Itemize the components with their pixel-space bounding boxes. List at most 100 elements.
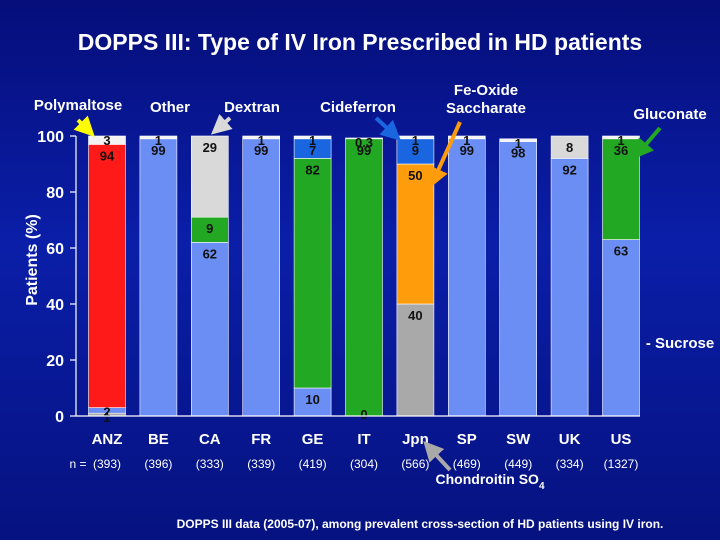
legend-label-chondroitin-subscript: 4	[539, 481, 545, 492]
bar-value-label-us-gluconate: 36	[614, 143, 628, 158]
n-label-us: (1327)	[604, 457, 639, 471]
x-tick-label-ca: CA	[199, 431, 221, 448]
bar-value-label-be-other: 1	[155, 133, 162, 148]
bar-segment-it-gluconate	[345, 138, 383, 417]
bar-value-label-jpn-cideferron: 9	[412, 143, 419, 158]
bar-segment-fr-sucrose	[242, 138, 280, 417]
bar-segment-ge-gluconate	[293, 158, 332, 389]
bar-value-label-sw-other: 1	[515, 136, 522, 151]
bar-value-label-sw-sucrose: 98	[511, 146, 525, 161]
bar-segment-anz-other	[88, 135, 126, 145]
bar-segment-uk-dextran	[550, 135, 589, 159]
legend-arrow-gluconate	[633, 126, 662, 160]
legend-arrow-polymaltose	[73, 115, 95, 137]
legend-label-other: Other	[150, 99, 190, 116]
y-tick-label-0: 0	[55, 409, 64, 426]
bar-value-label-ge-gluconate: 82	[305, 162, 319, 177]
legend-arrow-cideferron	[374, 116, 401, 141]
x-tick-label-sw: SW	[506, 431, 531, 448]
x-tick-label-it: IT	[357, 431, 370, 448]
bar-segment-anz-polymaltose	[88, 144, 126, 408]
bar-value-label-ge-other: 1	[309, 133, 316, 148]
bar-segment-ge-other	[293, 135, 332, 140]
legend-label-sucrose: - Sucrose	[646, 335, 714, 352]
bar-segment-be-sucrose	[139, 138, 178, 417]
bar-segment-sp-sucrose	[447, 138, 486, 417]
bar-value-label-jpn-other: 1	[412, 133, 419, 148]
y-tick-label-80: 80	[46, 185, 64, 202]
n-label-ca: (333)	[196, 457, 224, 471]
n-label-uk: (334)	[556, 457, 584, 471]
bar-value-label-sp-other: 1	[463, 133, 470, 148]
bar-segment-sp-other	[447, 135, 486, 140]
bar-value-label-anz-chondroitin-so4: 1	[103, 410, 110, 425]
bar-value-label-us-sucrose: 63	[614, 244, 628, 259]
n-label-it: (304)	[350, 457, 378, 471]
bar-segment-fr-other	[242, 135, 280, 140]
y-tick-label-100: 100	[37, 129, 64, 146]
bar-value-label-fr-sucrose: 99	[254, 143, 268, 158]
bar-value-label-ge-sucrose: 10	[305, 392, 319, 407]
n-label-anz: (393)	[93, 457, 121, 471]
bar-value-label-ge-cideferron: 7	[309, 143, 316, 158]
bar-value-label-it-other: 0.3	[355, 135, 373, 150]
bar-value-label-anz-polymaltose: 94	[100, 148, 115, 163]
x-tick-label-anz: ANZ	[92, 431, 123, 448]
bar-segment-jpn-chondroitin-so4	[396, 303, 435, 417]
bar-segment-us-sucrose	[602, 239, 640, 417]
n-label-jpn: (566)	[401, 457, 429, 471]
bar-value-label-ca-dextran: 29	[203, 140, 217, 155]
x-tick-label-jpn: Jpn	[402, 431, 429, 448]
bar-value-label-us-other: 1	[617, 133, 624, 148]
legend-label-gluconate: Gluconate	[633, 106, 706, 123]
y-tick-label-20: 20	[46, 353, 64, 370]
bar-value-label-be-sucrose: 99	[151, 143, 165, 158]
n-prefix: n =	[69, 457, 86, 471]
legend-arrow-dextran	[210, 113, 233, 135]
bar-segment-sw-other	[499, 138, 538, 142]
bar-segment-ge-sucrose	[293, 387, 332, 417]
x-tick-label-fr: FR	[251, 431, 271, 448]
bar-value-label-sp-sucrose: 99	[460, 143, 474, 158]
n-label-be: (396)	[144, 457, 172, 471]
x-tick-label-sp: SP	[457, 431, 477, 448]
x-tick-label-ge: GE	[302, 431, 324, 448]
n-label-sw: (449)	[504, 457, 532, 471]
y-axis-label: Patients (%)	[24, 214, 41, 306]
bar-value-label-jpn-chondroitin-so4: 40	[408, 308, 422, 323]
legend-arrow-chondroitin	[423, 441, 452, 472]
x-tick-label-uk: UK	[559, 431, 581, 448]
legend-label-fe-oxide-line2: Saccharate	[446, 100, 526, 117]
n-label-sp: (469)	[453, 457, 481, 471]
bar-value-label-fr-other: 1	[258, 133, 265, 148]
bar-segment-jpn-fe-oxide-saccharate	[396, 163, 435, 305]
legend-label-dextran: Dextran	[224, 99, 280, 116]
legend-label-polymaltose: Polymaltose	[34, 97, 122, 114]
legend-arrow-fe-oxide-saccharate	[429, 121, 462, 188]
bar-segment-ca-gluconate	[191, 216, 229, 243]
n-label-ge: (419)	[299, 457, 327, 471]
bar-value-label-it-gluconate: 99	[357, 143, 371, 158]
bar-value-label-it-sucrose: 0	[360, 407, 367, 422]
bar-value-label-jpn-fe-oxide-saccharate: 50	[408, 168, 422, 183]
bar-value-label-uk-sucrose: 92	[562, 162, 576, 177]
x-tick-label-us: US	[611, 431, 632, 448]
x-tick-label-be: BE	[148, 431, 169, 448]
y-tick-label-40: 40	[46, 297, 64, 314]
bar-segment-us-gluconate	[602, 138, 640, 240]
bar-segment-sw-sucrose	[499, 141, 538, 417]
legend-label-chondroitin: Chondroitin SO4	[436, 471, 545, 492]
bar-value-label-anz-other: 3	[103, 133, 110, 148]
bar-segment-ca-sucrose	[191, 242, 229, 417]
bar-value-label-uk-dextran: 8	[566, 140, 573, 155]
chart-title: DOPPS III: Type of IV Iron Prescribed in…	[78, 29, 642, 55]
bar-value-label-anz-sucrose: 2	[103, 404, 110, 419]
legend-label-fe-oxide-line1: Fe-Oxide	[454, 82, 518, 99]
bar-value-label-ca-gluconate: 9	[206, 221, 213, 236]
y-tick-label-60: 60	[46, 241, 64, 258]
legend-label-cideferron: Cideferron	[320, 99, 396, 116]
bar-segment-ca-dextran	[191, 135, 229, 218]
n-label-fr: (339)	[247, 457, 275, 471]
